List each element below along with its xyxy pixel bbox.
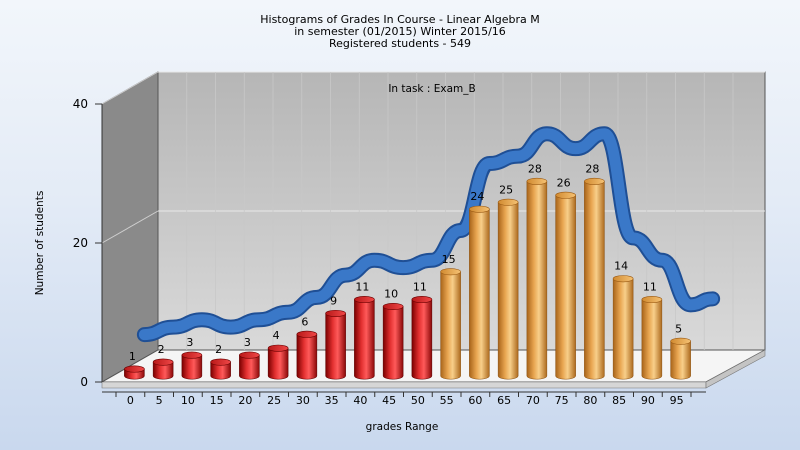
bar bbox=[296, 330, 318, 380]
value-labels: 1 2 3 2 3 4 6 9 11 10 11 15 24 25 28 26 28 14 11 5 bbox=[129, 162, 682, 363]
y-axis: 0 20 40 bbox=[73, 97, 103, 389]
x-tick-label: 15 bbox=[210, 394, 224, 407]
bar-value-label: 14 bbox=[614, 260, 628, 273]
bar bbox=[555, 191, 576, 380]
bar bbox=[152, 358, 174, 380]
grid-line-wall bbox=[101, 71, 159, 105]
bar-value-label: 28 bbox=[528, 162, 542, 175]
bar bbox=[382, 302, 404, 380]
x-tick-label: 85 bbox=[612, 394, 626, 407]
bar-value-label: 15 bbox=[442, 253, 456, 266]
chart-title-line-3: Registered students - 549 bbox=[329, 37, 471, 50]
x-tick-label: 0 bbox=[127, 394, 134, 407]
bar-value-label: 11 bbox=[355, 281, 369, 294]
bar bbox=[210, 358, 231, 380]
distribution-curve-line bbox=[138, 128, 719, 341]
bar-value-label: 28 bbox=[585, 162, 599, 175]
x-tick-label: 55 bbox=[440, 394, 454, 407]
task-annotation: In task : Exam_B bbox=[388, 83, 475, 95]
floor-right-edge bbox=[705, 349, 766, 389]
bar bbox=[469, 205, 490, 380]
bar bbox=[124, 365, 145, 380]
x-tick-label: 10 bbox=[181, 394, 195, 407]
bar bbox=[267, 344, 289, 380]
bar-value-label: 2 bbox=[158, 343, 165, 356]
bar-value-label: 26 bbox=[557, 176, 571, 189]
y-tick-label: 20 bbox=[73, 236, 88, 250]
x-tick-label: 40 bbox=[353, 394, 367, 407]
x-axis: 0 5 10 15 20 25 30 35 40 45 50 55 60 65 70 75 80 85 90 95 bbox=[102, 391, 706, 407]
bar bbox=[181, 351, 203, 380]
x-tick-label: 65 bbox=[497, 394, 511, 407]
bar-value-label: 3 bbox=[244, 336, 251, 349]
bar-value-label: 4 bbox=[273, 329, 280, 342]
x-tick-label: 25 bbox=[267, 394, 281, 407]
y-tick-label: 40 bbox=[73, 97, 88, 111]
bar-value-label: 10 bbox=[384, 288, 398, 301]
bar bbox=[497, 198, 519, 380]
bar bbox=[670, 337, 691, 380]
x-tick-label: 95 bbox=[670, 394, 684, 407]
bar-value-label: 11 bbox=[413, 281, 427, 294]
bar bbox=[440, 268, 461, 380]
x-tick-label: 70 bbox=[526, 394, 540, 407]
x-tick-label: 20 bbox=[238, 394, 252, 407]
chart-title-line-2: in semester (01/2015) Winter 2015/16 bbox=[294, 25, 506, 38]
bar-value-label: 1 bbox=[129, 350, 136, 363]
floor-front-edge bbox=[101, 381, 707, 389]
x-tick-label: 60 bbox=[468, 394, 482, 407]
x-tick-label: 50 bbox=[411, 394, 425, 407]
bar-value-label: 6 bbox=[301, 315, 308, 328]
y-tick-label: 0 bbox=[80, 375, 88, 389]
x-tick-label: 30 bbox=[296, 394, 310, 407]
bar-value-label: 2 bbox=[215, 343, 222, 356]
x-tick-label: 75 bbox=[555, 394, 569, 407]
bar-value-label: 5 bbox=[675, 322, 682, 335]
bar bbox=[411, 296, 433, 380]
chart-title-line-1: Histograms of Grades In Course - Linear … bbox=[260, 13, 539, 26]
bars bbox=[124, 177, 691, 380]
x-axis-title: grades Range bbox=[366, 421, 439, 433]
x-tick-label: 90 bbox=[641, 394, 655, 407]
grid-line-wall bbox=[101, 210, 159, 244]
bar-value-label: 9 bbox=[330, 294, 337, 307]
bar bbox=[325, 309, 346, 380]
bar-value-label: 3 bbox=[186, 336, 193, 349]
bar bbox=[354, 296, 375, 380]
bar bbox=[526, 177, 548, 380]
bar-value-label: 24 bbox=[470, 190, 484, 203]
y-axis-title: Number of students bbox=[34, 191, 46, 296]
x-tick-label: 45 bbox=[382, 394, 396, 407]
bar bbox=[641, 296, 663, 380]
distribution-curve bbox=[136, 126, 721, 343]
bar bbox=[239, 351, 260, 380]
bar-value-label: 25 bbox=[499, 183, 513, 196]
bar bbox=[584, 177, 605, 380]
bar bbox=[612, 275, 634, 380]
bar-value-label: 11 bbox=[643, 281, 657, 294]
x-tick-label: 5 bbox=[156, 394, 163, 407]
x-tick-label: 35 bbox=[325, 394, 339, 407]
x-tick-label: 80 bbox=[583, 394, 597, 407]
